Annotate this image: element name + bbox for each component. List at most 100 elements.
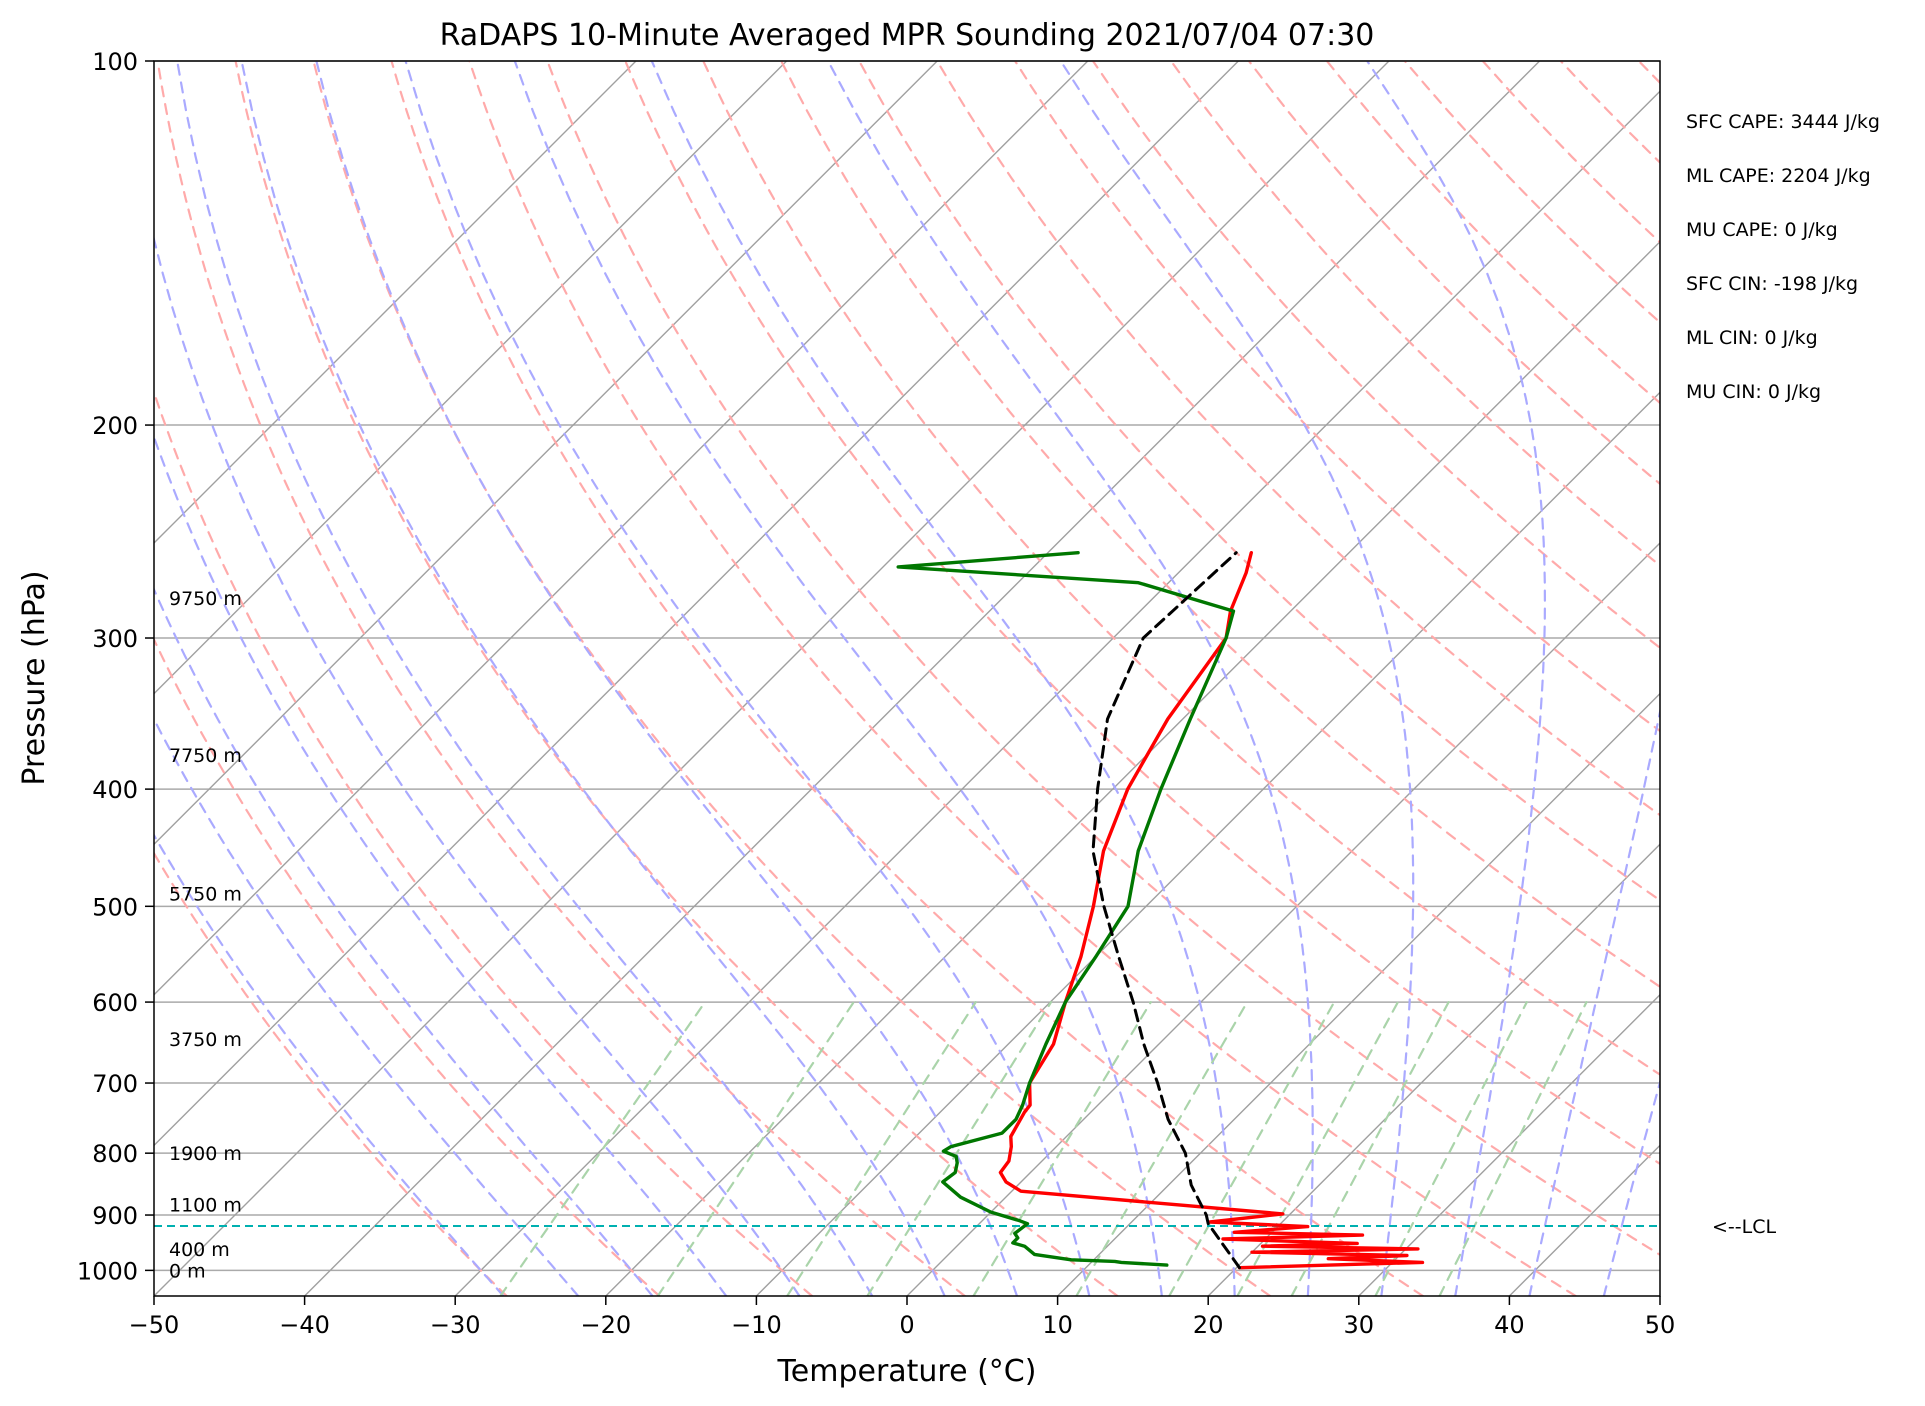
height-label: 5750 m	[169, 884, 242, 906]
x-tick-label: −10	[731, 1311, 782, 1339]
moist-adiabat-line	[154, 716, 580, 1296]
y-axis-ticks: 100 200 300 400 500 600 700 800 900 1000	[77, 48, 154, 1285]
isotherm-line	[1207, 843, 1660, 1296]
x-tick-label: −40	[279, 1311, 330, 1339]
dry-adiabat-line	[234, 61, 1119, 1296]
mixing-ratio-line	[499, 1001, 707, 1296]
isotherm-line	[755, 391, 1660, 1296]
height-label: 1900 m	[169, 1143, 242, 1165]
isotherm-line	[605, 240, 1660, 1296]
dry-adiabat-line	[936, 61, 1660, 817]
moist-adiabat-line	[650, 61, 1236, 1296]
y-tick-label: 800	[92, 1140, 138, 1168]
reference-lines	[154, 61, 1660, 1296]
dry-adiabat-line	[1169, 61, 1660, 567]
height-label: 7750 m	[169, 745, 242, 767]
y-tick-label: 600	[92, 989, 138, 1017]
dry-adiabat-line	[156, 61, 966, 1296]
moist-adiabat-line	[827, 61, 1314, 1296]
chart-title: RaDAPS 10-Minute Averaged MPR Sounding 2…	[440, 18, 1375, 53]
height-label: 1100 m	[169, 1194, 242, 1216]
height-labels: 9750 m 7750 m 5750 m 3750 m 1900 m 1100 m 400 …	[169, 588, 242, 1282]
moist-adiabat-line	[154, 833, 505, 1296]
moist-adiabat-line	[1059, 61, 1415, 1296]
moist-adiabat-line	[1602, 1078, 1660, 1296]
moist-adiabat-line	[154, 586, 654, 1296]
height-label: 3750 m	[169, 1029, 242, 1051]
dry-adiabat-line	[780, 61, 1660, 989]
lcl-layer: <--LCL	[154, 1216, 1776, 1238]
series-layer	[896, 551, 1425, 1270]
x-tick-label: −30	[430, 1311, 481, 1339]
dry-adiabat-line	[1014, 61, 1660, 733]
mixing-ratio-line	[656, 1001, 855, 1296]
y-tick-label: 100	[92, 48, 138, 76]
mixing-ratio-line	[866, 1001, 1053, 1296]
annotation-text: ML CAPE: 2204 J/kg	[1686, 165, 1871, 187]
y-tick-label: 400	[92, 776, 138, 804]
x-axis-ticks: −50 −40 −30 −20 −10 0 10 20 30 40 50	[129, 1296, 1676, 1339]
height-label: 400 m	[169, 1239, 230, 1261]
dry-adiabat-line	[702, 61, 1660, 1076]
isotherm-line	[1056, 692, 1660, 1296]
y-tick-label: 300	[92, 625, 138, 653]
y-tick-label: 200	[92, 412, 138, 440]
y-tick-label: 700	[92, 1070, 138, 1098]
isotherm-line	[1358, 993, 1660, 1296]
mixing-ratio-line	[972, 1001, 1152, 1296]
dry-adiabat-line	[468, 61, 1577, 1296]
dry-adiabat-line	[390, 61, 1425, 1296]
annotation-text: ML CIN: 0 J/kg	[1686, 327, 1818, 349]
moist-adiabat-line	[154, 234, 801, 1296]
moist-adiabat-line	[240, 61, 946, 1296]
series-line-2	[896, 551, 1236, 1267]
x-axis-title: Temperature (°C)	[777, 1354, 1037, 1389]
dry-adiabat-line	[154, 851, 508, 1296]
series-line-3	[1091, 551, 1241, 1270]
moist-adiabat-line	[176, 61, 874, 1296]
series-line-1	[998, 551, 1425, 1270]
height-label: 9750 m	[169, 588, 242, 610]
annotation-text: MU CAPE: 0 J/kg	[1686, 219, 1838, 241]
moist-adiabat-line	[315, 61, 1018, 1296]
x-tick-label: −50	[129, 1311, 180, 1339]
annotation-text: MU CIN: 0 J/kg	[1686, 381, 1821, 403]
annotation-text: SFC CAPE: 3444 J/kg	[1686, 111, 1880, 133]
isotherm-line	[303, 61, 1541, 1296]
isotherm-line	[154, 61, 1240, 1147]
x-tick-label: 50	[1645, 1311, 1676, 1339]
moist-adiabat-line	[1528, 706, 1660, 1296]
mixing-ratio-line	[786, 1001, 977, 1296]
annotation-text: SFC CIN: -198 J/kg	[1686, 273, 1858, 295]
x-tick-label: 10	[1042, 1311, 1073, 1339]
isotherm-line	[154, 61, 637, 544]
y-tick-label: 1000	[77, 1257, 138, 1285]
isotherm-line	[154, 61, 1089, 996]
x-tick-label: 20	[1193, 1311, 1224, 1339]
dry-adiabat-line	[154, 637, 661, 1296]
x-tick-label: 40	[1494, 1311, 1525, 1339]
lcl-label: <--LCL	[1712, 1216, 1776, 1238]
isotherm-line	[906, 542, 1660, 1296]
dry-adiabat-line	[154, 388, 814, 1296]
mixing-ratio-line	[1168, 1001, 1336, 1296]
moist-adiabat-line	[154, 434, 728, 1296]
dry-adiabat-line	[624, 61, 1660, 1166]
mixing-ratio-line	[1438, 1001, 1588, 1296]
y-tick-label: 500	[92, 893, 138, 921]
isotherm-line	[154, 61, 1390, 1296]
cape-cin-annotations: SFC CAPE: 3444 J/kg ML CAPE: 2204 J/kg MU …	[1686, 111, 1880, 403]
isotherm-line	[154, 61, 938, 846]
y-axis-title: Pressure (hPa)	[17, 570, 52, 785]
height-label: 0 m	[169, 1260, 206, 1282]
dry-adiabat-line	[546, 61, 1660, 1257]
moist-adiabat-line	[404, 61, 1091, 1296]
mixing-ratio-line	[1075, 1001, 1249, 1296]
x-tick-label: 0	[899, 1311, 914, 1339]
y-tick-label: 900	[92, 1202, 138, 1230]
moist-adiabat-line	[513, 61, 1163, 1296]
x-tick-label: 30	[1344, 1311, 1375, 1339]
x-tick-label: −20	[580, 1311, 631, 1339]
